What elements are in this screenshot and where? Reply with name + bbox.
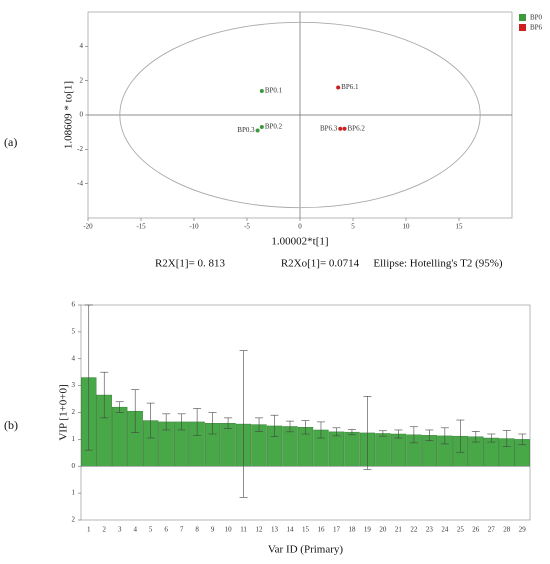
plot-frame [80, 304, 531, 521]
x-tick-label: 10 [403, 223, 411, 231]
point-label: BP6.2 [348, 124, 366, 132]
legend-swatch [519, 14, 526, 21]
legend-label: BP6 [530, 24, 543, 32]
bar [282, 426, 298, 467]
x-tick-label: 15 [302, 526, 310, 534]
point-label: BP6.1 [341, 83, 359, 91]
x-tick-label: -15 [136, 223, 146, 231]
y-tick-label: 6 [72, 301, 76, 309]
x-tick-label: -20 [83, 223, 93, 231]
annotation: R2Xo[1]= 0.0714 [281, 258, 360, 270]
x-tick-label: 11 [240, 526, 247, 534]
x-tick-label: 12 [256, 526, 264, 534]
y-tick-label: 2 [72, 408, 76, 416]
bar [390, 433, 407, 467]
x-tick-label: 23 [426, 526, 434, 534]
y-tick-label: 3 [72, 381, 76, 389]
panel-label: (b) [4, 418, 18, 432]
y-tick-label: 1 [72, 435, 76, 443]
annotation: Ellipse: Hotelling's T2 (95%) [373, 258, 503, 270]
x-tick-label: 20 [379, 526, 387, 534]
x-tick-label: 6 [164, 526, 168, 534]
x-tick-label: 14 [287, 526, 295, 534]
x-tick-label: 9 [211, 526, 215, 534]
x-tick-label: 18 [348, 526, 356, 534]
y-axis-label: 1.08609 * to[1] [63, 81, 75, 149]
point [336, 85, 341, 90]
point [259, 125, 264, 130]
y-tick-label: 0 [72, 462, 76, 470]
x-tick-label: 10 [225, 526, 233, 534]
point [342, 126, 347, 131]
bar [220, 423, 236, 467]
x-axis-label: Var ID (Primary) [268, 544, 343, 556]
point-label: BP0.3 [237, 126, 255, 134]
x-tick-label: 0 [298, 223, 302, 231]
x-tick-label: 25 [457, 526, 465, 534]
x-tick-label: 29 [519, 526, 527, 534]
point [338, 126, 343, 131]
point-label: BP6.3 [320, 124, 338, 132]
x-axis-label: 1.00002*t[1] [271, 236, 328, 248]
legend-swatch [519, 24, 526, 31]
x-tick-label: 27 [488, 526, 496, 534]
x-tick-label: -5 [244, 223, 250, 231]
y-tick-label: 4 [72, 354, 76, 362]
panel-label: (a) [4, 135, 17, 149]
point [259, 88, 264, 93]
x-tick-label: 15 [456, 223, 464, 231]
x-tick-label: 21 [395, 526, 403, 534]
point [255, 128, 260, 133]
y-tick-label: 2 [72, 516, 76, 524]
x-tick-label: 1 [87, 526, 91, 534]
x-tick-label: 7 [180, 526, 184, 534]
legend-label: BP0 [530, 14, 543, 22]
x-tick-label: 5 [351, 223, 355, 231]
annotation: R2X[1]= 0. 813 [155, 258, 226, 270]
y-tick-label: 5 [72, 327, 76, 335]
y-tick-label: 2 [80, 76, 84, 84]
bar [328, 431, 345, 467]
x-tick-label: 13 [271, 526, 279, 534]
hotelling-ellipse [119, 21, 481, 209]
x-tick-label: 28 [503, 526, 511, 534]
x-tick-label: -10 [189, 223, 199, 231]
y-axis-label: VIP [1+0+0] [58, 384, 70, 440]
x-tick-label: 26 [472, 526, 480, 534]
bar [375, 433, 391, 467]
x-tick-label: 3 [118, 526, 122, 534]
y-tick-label: -2 [77, 145, 83, 153]
x-tick-label: 19 [364, 526, 372, 534]
point-label: BP0.2 [265, 123, 283, 131]
y-tick-label: 0 [80, 111, 84, 119]
x-tick-label: 22 [410, 526, 418, 534]
x-tick-label: 5 [149, 526, 153, 534]
x-tick-label: 2 [102, 526, 106, 534]
point-label: BP0.1 [265, 87, 283, 95]
x-tick-label: 4 [133, 526, 137, 534]
x-tick-label: 8 [195, 526, 199, 534]
bar [112, 406, 128, 467]
y-tick-label: 1 [72, 489, 76, 497]
x-tick-label: 17 [333, 526, 341, 534]
x-tick-label: 24 [441, 526, 449, 534]
x-tick-label: 16 [317, 526, 325, 534]
y-tick-label: 4 [80, 42, 84, 50]
y-tick-label: -4 [77, 179, 83, 187]
bar [344, 431, 360, 467]
